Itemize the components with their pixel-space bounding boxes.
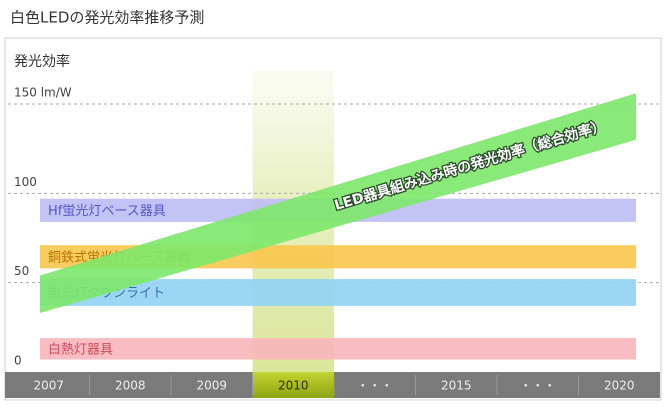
x-tick-label: 2007 xyxy=(33,379,64,393)
y-tick-label: 150 lm/W xyxy=(14,86,72,100)
x-tick-label: 2009 xyxy=(196,379,227,393)
x-highlight-cell xyxy=(252,372,334,398)
band-label: 白熱灯器具 xyxy=(48,341,113,357)
x-tick-label: ・・・ xyxy=(357,379,393,393)
range-bar xyxy=(40,338,636,360)
x-tick-label: 2020 xyxy=(604,379,635,393)
trend-band xyxy=(40,93,636,314)
y-tick-label: 100 xyxy=(14,175,37,189)
x-tick-label: ・・・ xyxy=(520,379,556,393)
x-tick-label: 2015 xyxy=(441,379,472,393)
y-tick-label: 50 xyxy=(14,264,29,278)
y-tick-label: 0 xyxy=(14,354,22,368)
x-tick-label: 2010 xyxy=(278,379,309,393)
band-label: Hf蛍光灯ベース器具 xyxy=(48,204,166,219)
y-axis-label: 発光効率 xyxy=(14,53,70,70)
chart-title: 白色LEDの発光効率推移予測 xyxy=(10,9,204,27)
x-tick-label: 2008 xyxy=(115,379,146,393)
